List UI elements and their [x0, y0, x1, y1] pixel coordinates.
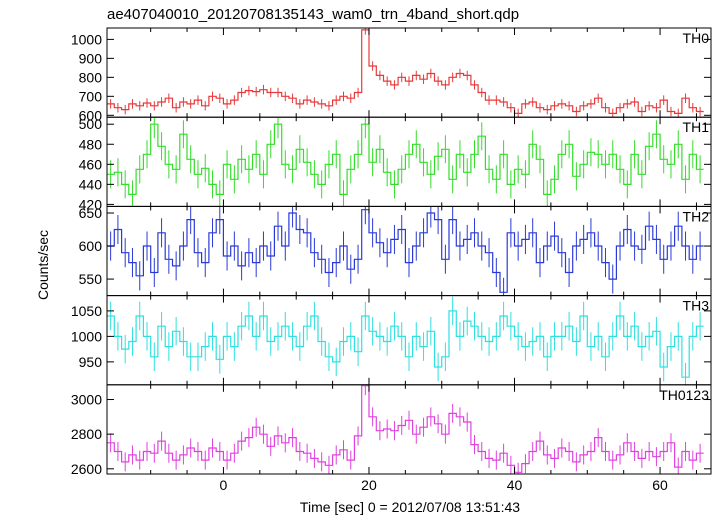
y-tick-label: 900 [79, 50, 103, 66]
y-tick-label: 600 [79, 238, 103, 254]
panel-th0: 600 700 800 900 1000 TH0 [71, 27, 712, 123]
plot-area [107, 384, 704, 474]
y-tick-label: 2800 [71, 426, 102, 442]
panel-th3: 950 1000 1050 TH3 [71, 295, 712, 386]
y-tick-label: 3000 [71, 392, 102, 408]
plot-area [107, 206, 704, 296]
y-tick-label: 440 [79, 176, 103, 192]
series-label: TH1 [683, 119, 710, 135]
y-tick-label: 1000 [71, 328, 102, 344]
y-tick-label: 2600 [71, 461, 102, 477]
series-label: TH0123 [659, 387, 709, 403]
y-tick-label: 950 [79, 354, 103, 370]
series-label: TH0 [683, 30, 710, 46]
y-tick-label: 1000 [71, 31, 102, 47]
x-tick-label: 0 [220, 477, 228, 493]
plot-area [107, 28, 704, 118]
y-tick-label: 420 [79, 196, 103, 212]
series-label: TH3 [683, 298, 710, 314]
y-tick-label: 550 [79, 271, 103, 287]
plot-area [107, 296, 704, 385]
y-tick-label: 480 [79, 136, 103, 152]
panel-frame [106, 384, 712, 475]
series-label: TH2 [683, 208, 710, 224]
x-tick-label: 60 [652, 477, 668, 493]
y-tick-label: 460 [79, 156, 103, 172]
y-tick-label: 650 [79, 205, 103, 221]
series-line-th2 [107, 209, 704, 293]
y-axis-label: Counts/sec [35, 230, 51, 300]
series-line-th0123 [107, 385, 704, 473]
plot-area [107, 117, 704, 207]
y-tick-label: 500 [79, 116, 103, 132]
series-line-th3 [107, 310, 704, 378]
panel-th1: 420 440 460 480 500 TH1 [79, 116, 712, 212]
plot-title: ae407040010_20120708135143_wam0_trn_4ban… [107, 6, 519, 23]
y-tick-label: 800 [79, 69, 103, 85]
series-line-th0 [107, 29, 704, 114]
x-axis-label: Time [sec] 0 = 2012/07/08 13:51:43 [300, 499, 520, 515]
y-tick-label: 1050 [71, 303, 102, 319]
panel-th0123: 2600 2800 3000 TH0123 [71, 384, 712, 477]
y-tick-label: 600 [79, 107, 103, 123]
series-line-th1 [107, 123, 704, 195]
x-tick-label: 20 [361, 477, 377, 493]
panel-th2: 550 600 650 TH2 [79, 205, 712, 297]
x-tick-label: 40 [507, 477, 523, 493]
y-tick-label: 700 [79, 88, 103, 104]
